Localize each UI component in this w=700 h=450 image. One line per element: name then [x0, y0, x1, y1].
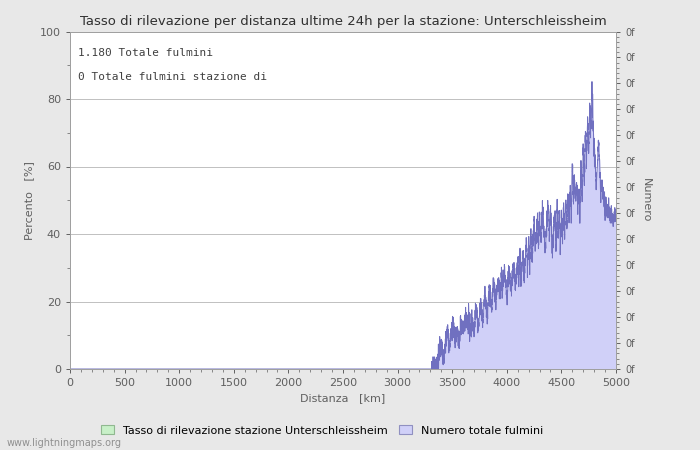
Y-axis label: Numero: Numero [641, 178, 651, 222]
Legend: Tasso di rilevazione stazione Unterschleissheim, Numero totale fulmini: Tasso di rilevazione stazione Unterschle… [97, 421, 547, 440]
Title: Tasso di rilevazione per distanza ultime 24h per la stazione: Unterschleissheim: Tasso di rilevazione per distanza ultime… [80, 14, 606, 27]
Text: 1.180 Totale fulmini: 1.180 Totale fulmini [78, 49, 214, 58]
Text: 0 Totale fulmini stazione di: 0 Totale fulmini stazione di [78, 72, 267, 82]
Text: www.lightningmaps.org: www.lightningmaps.org [7, 438, 122, 448]
X-axis label: Distanza   [km]: Distanza [km] [300, 394, 386, 404]
Y-axis label: Percento   [%]: Percento [%] [25, 161, 34, 240]
